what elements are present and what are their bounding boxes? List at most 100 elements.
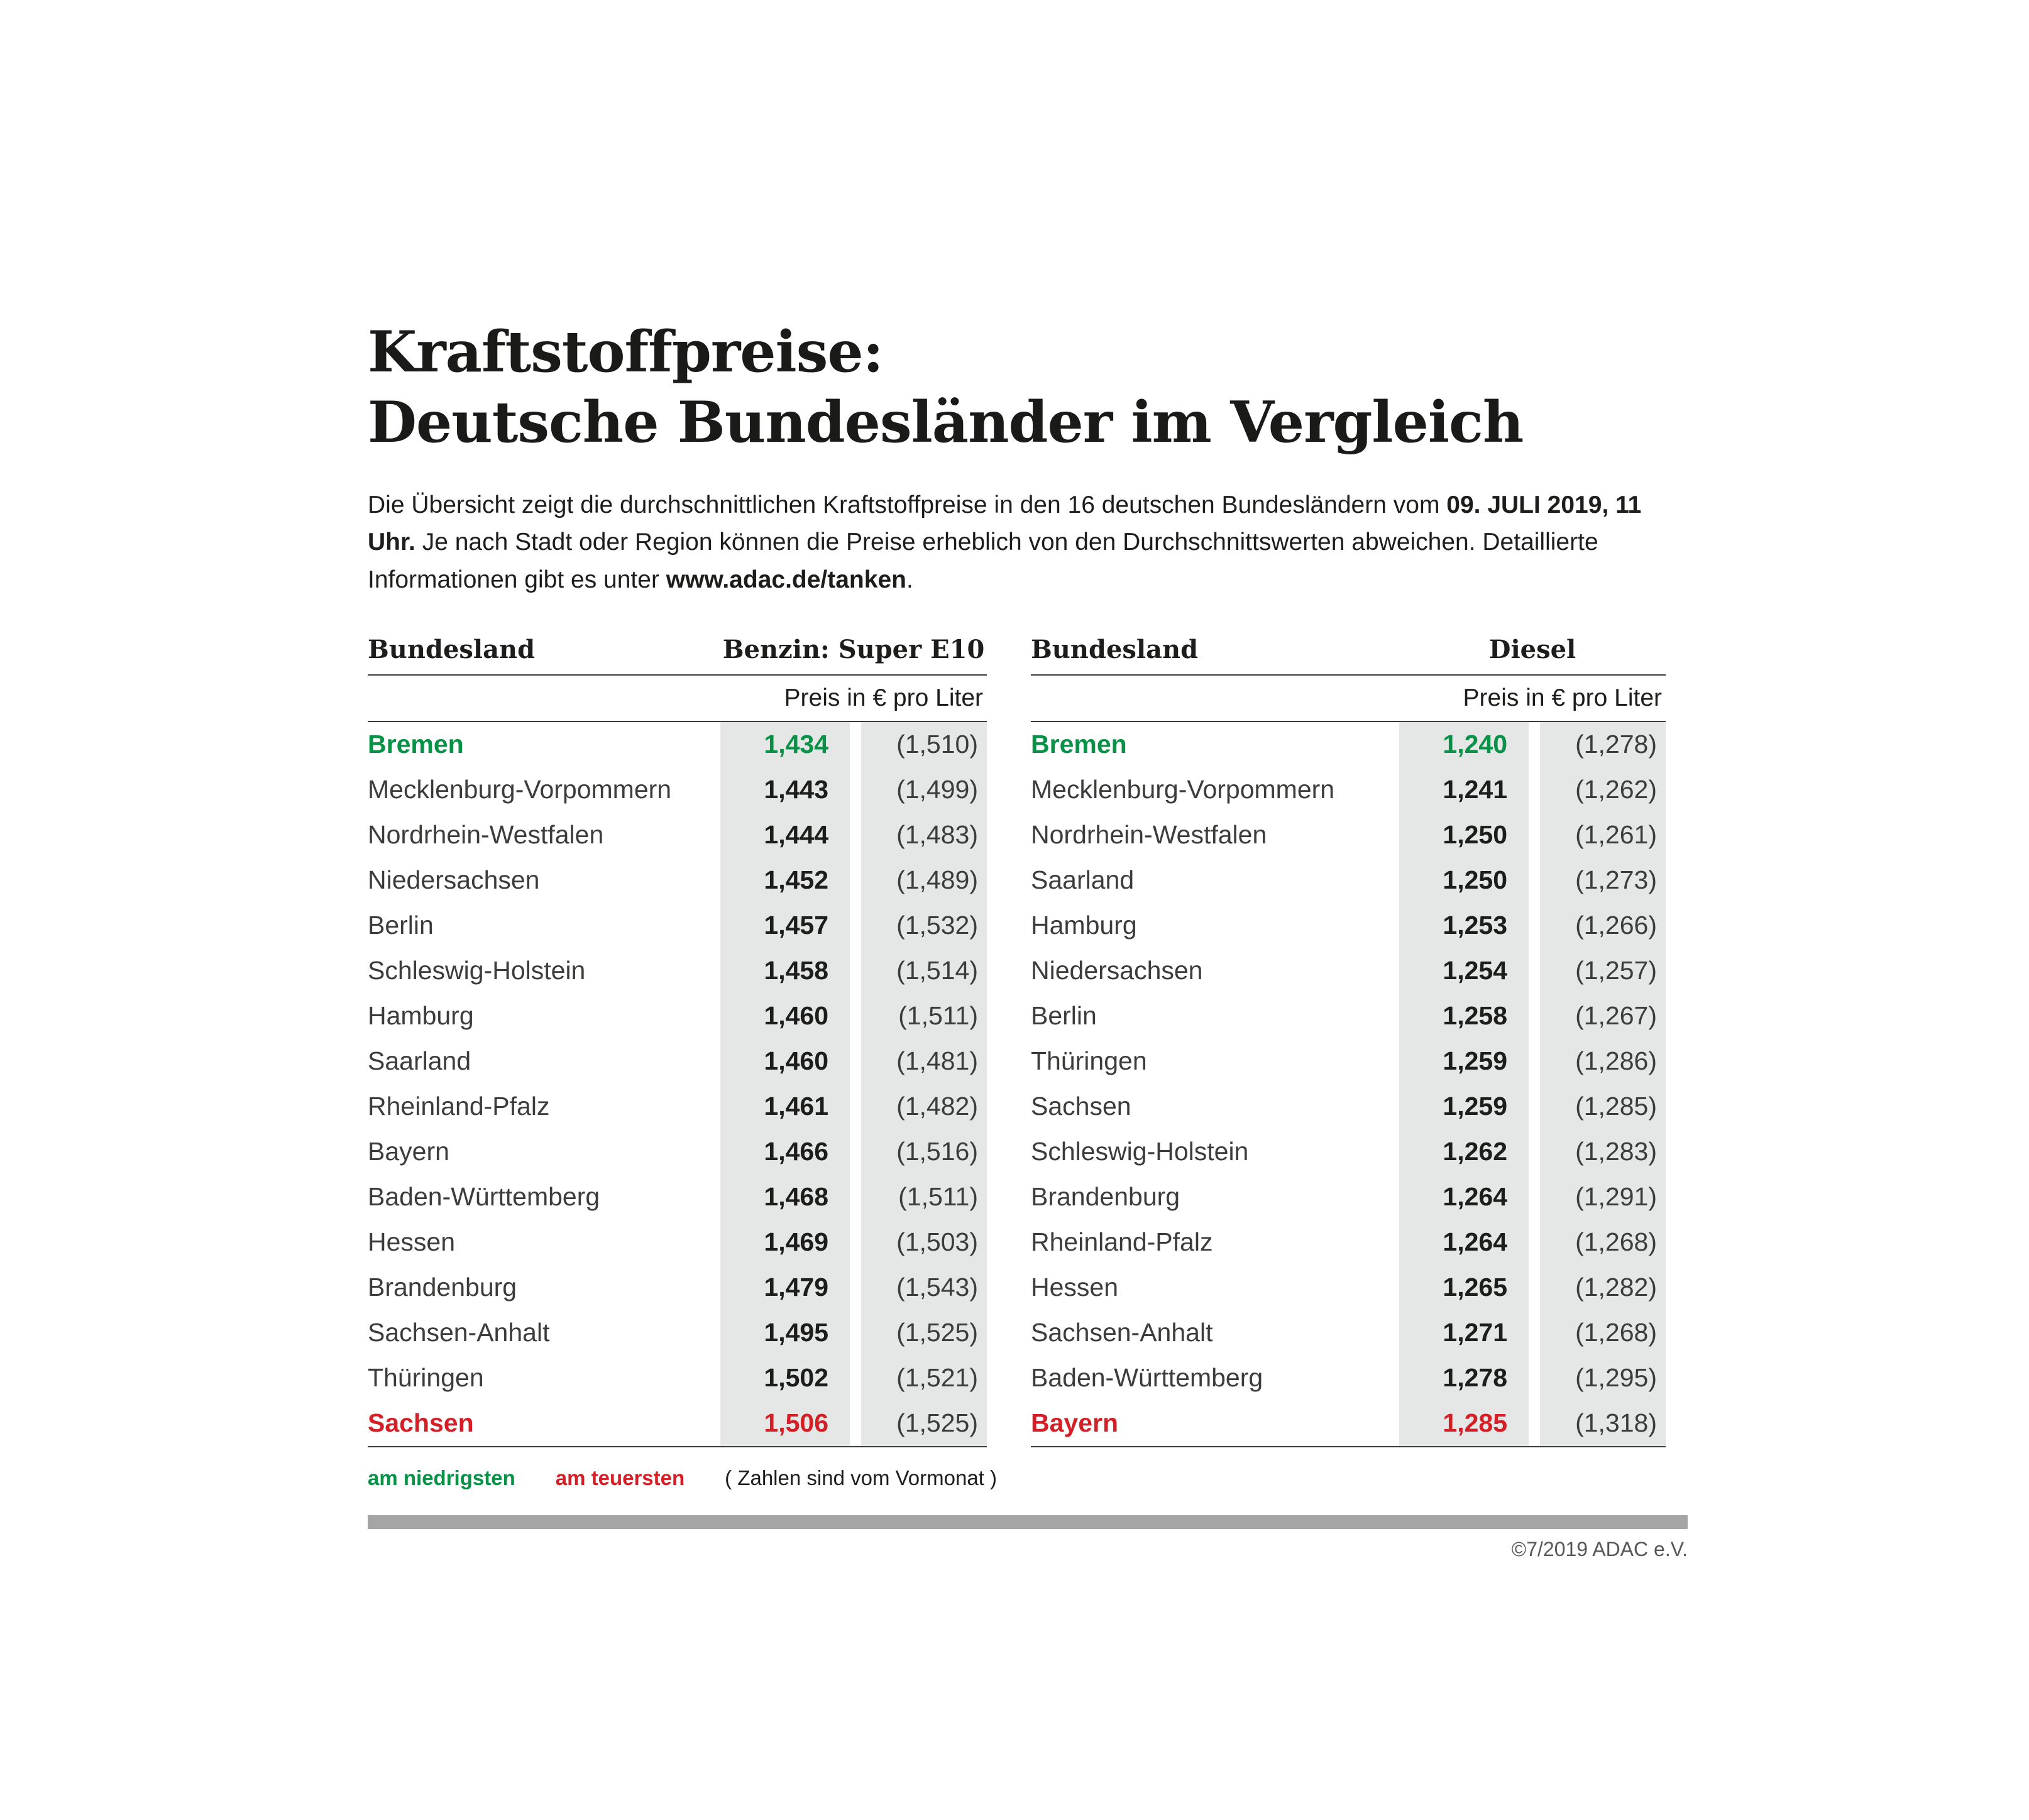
column-gap xyxy=(850,1310,861,1356)
table-row: Baden-Württemberg 1,278 (1,295) xyxy=(1031,1355,1666,1401)
intro-part-3: . xyxy=(906,566,913,593)
state-name: Brandenburg xyxy=(368,1273,517,1302)
price-previous-month: (1,286) xyxy=(1540,1038,1666,1084)
table-row: Mecklenburg-Vorpommern 1,241 (1,262) xyxy=(1031,767,1666,813)
price-previous-month: (1,482) xyxy=(861,1083,987,1129)
benzin-table: Bundesland Benzin: Super E10 Preis in € … xyxy=(368,635,987,1447)
adac-tanken-link[interactable]: www.adac.de/tanken xyxy=(666,566,906,593)
column-gap xyxy=(1529,812,1540,858)
state-name: Mecklenburg-Vorpommern xyxy=(1031,775,1335,804)
table-row: Schleswig-Holstein 1,458 (1,514) xyxy=(368,948,987,994)
table-row: Rheinland-Pfalz 1,264 (1,268) xyxy=(1031,1219,1666,1265)
state-name: Nordrhein-Westfalen xyxy=(1031,820,1267,850)
comparison-tables: Bundesland Benzin: Super E10 Preis in € … xyxy=(368,635,1688,1447)
price-current: 1,262 xyxy=(1399,1129,1529,1175)
price-current: 1,259 xyxy=(1399,1038,1529,1084)
table-row: Bremen 1,240 (1,278) xyxy=(1031,721,1666,767)
price-current: 1,264 xyxy=(1399,1174,1529,1220)
benzin-table-header: Bundesland Benzin: Super E10 xyxy=(368,635,987,676)
price-current: 1,254 xyxy=(1399,948,1529,994)
table-row: Nordrhein-Westfalen 1,444 (1,483) xyxy=(368,812,987,858)
state-name: Hamburg xyxy=(368,1001,474,1031)
table-row: Niedersachsen 1,452 (1,489) xyxy=(368,857,987,903)
state-name: Thüringen xyxy=(368,1363,484,1393)
divider-bar xyxy=(368,1515,1688,1529)
table-row: Thüringen 1,259 (1,286) xyxy=(1031,1038,1666,1084)
price-current: 1,250 xyxy=(1399,812,1529,858)
column-gap xyxy=(850,1083,861,1129)
state-name: Bayern xyxy=(368,1137,449,1166)
column-gap xyxy=(850,1174,861,1220)
table-row: Berlin 1,457 (1,532) xyxy=(368,902,987,948)
price-previous-month: (1,511) xyxy=(861,1174,987,1220)
diesel-table-header: Bundesland Diesel xyxy=(1031,635,1666,676)
legend-note: ( Zahlen sind vom Vormonat ) xyxy=(725,1466,998,1489)
price-previous-month: (1,521) xyxy=(861,1355,987,1401)
state-name: Rheinland-Pfalz xyxy=(368,1092,550,1121)
table-row: Berlin 1,258 (1,267) xyxy=(1031,993,1666,1039)
column-gap xyxy=(850,1400,861,1446)
column-gap xyxy=(1529,1083,1540,1129)
state-name: Baden-Württemberg xyxy=(1031,1363,1263,1393)
column-header-bundesland: Bundesland xyxy=(368,634,536,664)
price-previous-month: (1,261) xyxy=(1540,812,1666,858)
column-header-diesel: Diesel xyxy=(1488,634,1576,664)
table-row: Hamburg 1,460 (1,511) xyxy=(368,993,987,1039)
column-gap xyxy=(1529,1129,1540,1175)
price-current: 1,502 xyxy=(720,1355,850,1401)
price-current: 1,264 xyxy=(1399,1219,1529,1265)
price-previous-month: (1,499) xyxy=(861,767,987,813)
price-previous-month: (1,282) xyxy=(1540,1264,1666,1310)
infographic: Kraftstoffpreise: Deutsche Bundesländer i… xyxy=(368,317,1688,1561)
price-previous-month: (1,483) xyxy=(861,812,987,858)
state-name: Niedersachsen xyxy=(1031,956,1203,985)
legend: am niedrigsten am teuersten ( Zahlen sin… xyxy=(368,1466,1688,1490)
column-header-bundesland: Bundesland xyxy=(1031,634,1199,664)
table-row: Baden-Württemberg 1,468 (1,511) xyxy=(368,1174,987,1220)
title-line-1: Kraftstoffpreise: xyxy=(368,319,884,385)
price-current: 1,253 xyxy=(1399,902,1529,948)
table-row: Rheinland-Pfalz 1,461 (1,482) xyxy=(368,1083,987,1129)
column-gap xyxy=(850,1038,861,1084)
state-name: Schleswig-Holstein xyxy=(1031,1137,1249,1166)
copyright: ©7/2019 ADAC e.V. xyxy=(1511,1537,1688,1560)
table-row: Hamburg 1,253 (1,266) xyxy=(1031,902,1666,948)
column-gap xyxy=(1529,857,1540,903)
table-row: Sachsen 1,259 (1,285) xyxy=(1031,1083,1666,1129)
price-previous-month: (1,268) xyxy=(1540,1310,1666,1356)
price-current: 1,285 xyxy=(1399,1400,1529,1446)
column-gap xyxy=(1529,993,1540,1039)
state-name: Rheinland-Pfalz xyxy=(1031,1227,1213,1257)
price-current: 1,469 xyxy=(720,1219,850,1265)
table-row: Sachsen-Anhalt 1,495 (1,525) xyxy=(368,1310,987,1356)
column-gap xyxy=(1529,1355,1540,1401)
state-name: Baden-Württemberg xyxy=(368,1182,600,1212)
column-gap xyxy=(1529,1264,1540,1310)
price-current: 1,241 xyxy=(1399,767,1529,813)
column-gap xyxy=(850,902,861,948)
column-gap xyxy=(1529,1310,1540,1356)
state-name: Saarland xyxy=(1031,865,1135,895)
price-previous-month: (1,295) xyxy=(1540,1355,1666,1401)
column-gap xyxy=(1529,767,1540,813)
column-gap xyxy=(850,1219,861,1265)
column-gap xyxy=(850,857,861,903)
table-row: Nordrhein-Westfalen 1,250 (1,261) xyxy=(1031,812,1666,858)
price-previous-month: (1,510) xyxy=(861,721,987,767)
column-gap xyxy=(1529,1219,1540,1265)
column-gap xyxy=(1529,948,1540,994)
price-previous-month: (1,516) xyxy=(861,1129,987,1175)
price-current: 1,506 xyxy=(720,1400,850,1446)
state-name: Mecklenburg-Vorpommern xyxy=(368,775,672,804)
table-row: Bremen 1,434 (1,510) xyxy=(368,721,987,767)
title-line-2: Deutsche Bundesländer im Vergleich xyxy=(368,388,1524,456)
price-previous-month: (1,283) xyxy=(1540,1129,1666,1175)
column-gap xyxy=(850,721,861,767)
table-row: Sachsen-Anhalt 1,271 (1,268) xyxy=(1031,1310,1666,1356)
column-gap xyxy=(850,812,861,858)
price-current: 1,468 xyxy=(720,1174,850,1220)
diesel-table-body: Bremen 1,240 (1,278) Mecklenburg-Vorpommern… xyxy=(1031,721,1666,1447)
table-row: Thüringen 1,502 (1,521) xyxy=(368,1355,987,1401)
state-name: Brandenburg xyxy=(1031,1182,1180,1212)
column-header-benzin: Benzin: Super E10 xyxy=(722,634,985,664)
